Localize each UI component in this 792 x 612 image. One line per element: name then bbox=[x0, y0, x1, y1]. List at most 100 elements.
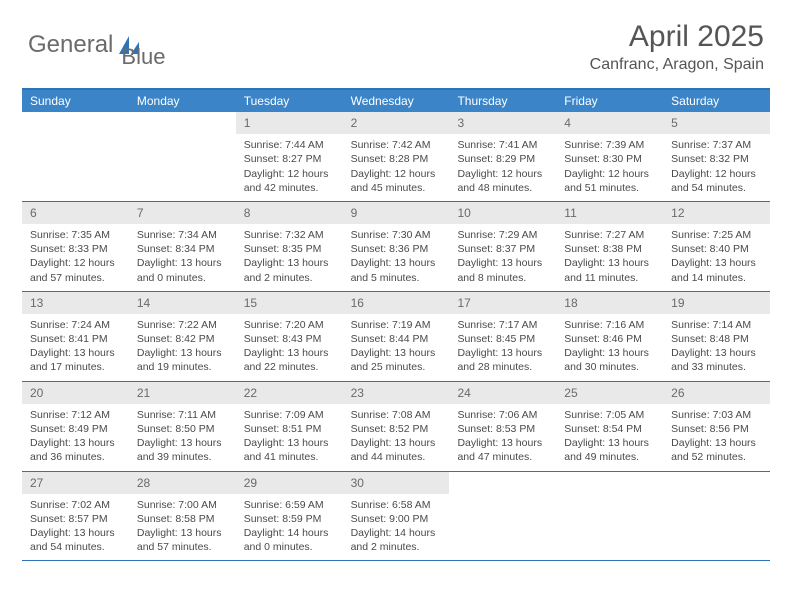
day-number: 13 bbox=[22, 292, 129, 314]
sunrise-text: Sunrise: 7:29 AM bbox=[457, 228, 548, 242]
day-cell: 22Sunrise: 7:09 AMSunset: 8:51 PMDayligh… bbox=[236, 382, 343, 471]
day-body: Sunrise: 7:24 AMSunset: 8:41 PMDaylight:… bbox=[22, 314, 129, 381]
day-body: Sunrise: 7:30 AMSunset: 8:36 PMDaylight:… bbox=[343, 224, 450, 291]
calendar: SundayMondayTuesdayWednesdayThursdayFrid… bbox=[22, 88, 770, 561]
day-number: 9 bbox=[343, 202, 450, 224]
day-cell: 14Sunrise: 7:22 AMSunset: 8:42 PMDayligh… bbox=[129, 292, 236, 381]
day-body: Sunrise: 7:44 AMSunset: 8:27 PMDaylight:… bbox=[236, 134, 343, 201]
daylight-text-2: and 2 minutes. bbox=[351, 540, 442, 554]
location: Canfranc, Aragon, Spain bbox=[590, 56, 764, 74]
daylight-text-1: Daylight: 13 hours bbox=[137, 436, 228, 450]
daylight-text-1: Daylight: 13 hours bbox=[351, 256, 442, 270]
daylight-text-1: Daylight: 13 hours bbox=[457, 256, 548, 270]
sunset-text: Sunset: 8:29 PM bbox=[457, 152, 548, 166]
daylight-text-1: Daylight: 13 hours bbox=[137, 256, 228, 270]
sunset-text: Sunset: 8:51 PM bbox=[244, 422, 335, 436]
day-body: Sunrise: 7:06 AMSunset: 8:53 PMDaylight:… bbox=[449, 404, 556, 471]
day-cell: 12Sunrise: 7:25 AMSunset: 8:40 PMDayligh… bbox=[663, 202, 770, 291]
day-body: Sunrise: 6:58 AMSunset: 9:00 PMDaylight:… bbox=[343, 494, 450, 561]
daylight-text-2: and 42 minutes. bbox=[244, 181, 335, 195]
sunset-text: Sunset: 8:53 PM bbox=[457, 422, 548, 436]
sunrise-text: Sunrise: 7:32 AM bbox=[244, 228, 335, 242]
sunset-text: Sunset: 8:54 PM bbox=[564, 422, 655, 436]
day-body: Sunrise: 7:29 AMSunset: 8:37 PMDaylight:… bbox=[449, 224, 556, 291]
day-cell: 26Sunrise: 7:03 AMSunset: 8:56 PMDayligh… bbox=[663, 382, 770, 471]
daylight-text-2: and 0 minutes. bbox=[137, 271, 228, 285]
daylight-text-2: and 5 minutes. bbox=[351, 271, 442, 285]
day-number: 10 bbox=[449, 202, 556, 224]
daylight-text-2: and 48 minutes. bbox=[457, 181, 548, 195]
sunrise-text: Sunrise: 7:02 AM bbox=[30, 498, 121, 512]
day-cell: . bbox=[663, 472, 770, 561]
sunset-text: Sunset: 8:30 PM bbox=[564, 152, 655, 166]
day-number: 30 bbox=[343, 472, 450, 494]
day-body: Sunrise: 7:20 AMSunset: 8:43 PMDaylight:… bbox=[236, 314, 343, 381]
daylight-text-2: and 14 minutes. bbox=[671, 271, 762, 285]
day-number: 16 bbox=[343, 292, 450, 314]
day-number: 29 bbox=[236, 472, 343, 494]
day-cell: 24Sunrise: 7:06 AMSunset: 8:53 PMDayligh… bbox=[449, 382, 556, 471]
daylight-text-2: and 0 minutes. bbox=[244, 540, 335, 554]
day-cell: 8Sunrise: 7:32 AMSunset: 8:35 PMDaylight… bbox=[236, 202, 343, 291]
day-number: 12 bbox=[663, 202, 770, 224]
day-body: Sunrise: 7:11 AMSunset: 8:50 PMDaylight:… bbox=[129, 404, 236, 471]
daylight-text-2: and 54 minutes. bbox=[30, 540, 121, 554]
day-number: 14 bbox=[129, 292, 236, 314]
daylight-text-1: Daylight: 13 hours bbox=[457, 436, 548, 450]
daylight-text-1: Daylight: 13 hours bbox=[351, 346, 442, 360]
sunset-text: Sunset: 8:40 PM bbox=[671, 242, 762, 256]
sunrise-text: Sunrise: 7:39 AM bbox=[564, 138, 655, 152]
day-body: Sunrise: 7:35 AMSunset: 8:33 PMDaylight:… bbox=[22, 224, 129, 291]
daylight-text-1: Daylight: 12 hours bbox=[564, 167, 655, 181]
daylight-text-2: and 19 minutes. bbox=[137, 360, 228, 374]
day-body: Sunrise: 7:42 AMSunset: 8:28 PMDaylight:… bbox=[343, 134, 450, 201]
day-cell: 16Sunrise: 7:19 AMSunset: 8:44 PMDayligh… bbox=[343, 292, 450, 381]
daylight-text-2: and 51 minutes. bbox=[564, 181, 655, 195]
sunset-text: Sunset: 8:48 PM bbox=[671, 332, 762, 346]
daylight-text-2: and 25 minutes. bbox=[351, 360, 442, 374]
daylight-text-2: and 39 minutes. bbox=[137, 450, 228, 464]
day-number: 2 bbox=[343, 112, 450, 134]
day-cell: 20Sunrise: 7:12 AMSunset: 8:49 PMDayligh… bbox=[22, 382, 129, 471]
sunrise-text: Sunrise: 7:24 AM bbox=[30, 318, 121, 332]
sunrise-text: Sunrise: 7:12 AM bbox=[30, 408, 121, 422]
daylight-text-2: and 47 minutes. bbox=[457, 450, 548, 464]
day-body: Sunrise: 7:25 AMSunset: 8:40 PMDaylight:… bbox=[663, 224, 770, 291]
sunrise-text: Sunrise: 7:37 AM bbox=[671, 138, 762, 152]
day-body: Sunrise: 7:27 AMSunset: 8:38 PMDaylight:… bbox=[556, 224, 663, 291]
weekday-monday: Monday bbox=[129, 90, 236, 112]
daylight-text-1: Daylight: 13 hours bbox=[244, 436, 335, 450]
daylight-text-2: and 41 minutes. bbox=[244, 450, 335, 464]
sunset-text: Sunset: 8:37 PM bbox=[457, 242, 548, 256]
day-body: Sunrise: 6:59 AMSunset: 8:59 PMDaylight:… bbox=[236, 494, 343, 561]
day-number: 25 bbox=[556, 382, 663, 404]
day-cell: 27Sunrise: 7:02 AMSunset: 8:57 PMDayligh… bbox=[22, 472, 129, 561]
day-cell: 1Sunrise: 7:44 AMSunset: 8:27 PMDaylight… bbox=[236, 112, 343, 201]
logo-text-general: General bbox=[28, 31, 113, 59]
daylight-text-1: Daylight: 13 hours bbox=[244, 256, 335, 270]
sunrise-text: Sunrise: 7:25 AM bbox=[671, 228, 762, 242]
sunset-text: Sunset: 8:33 PM bbox=[30, 242, 121, 256]
day-cell: 19Sunrise: 7:14 AMSunset: 8:48 PMDayligh… bbox=[663, 292, 770, 381]
day-body: Sunrise: 7:17 AMSunset: 8:45 PMDaylight:… bbox=[449, 314, 556, 381]
sunrise-text: Sunrise: 7:17 AM bbox=[457, 318, 548, 332]
day-body: Sunrise: 7:09 AMSunset: 8:51 PMDaylight:… bbox=[236, 404, 343, 471]
weekday-sunday: Sunday bbox=[22, 90, 129, 112]
day-cell: . bbox=[22, 112, 129, 201]
day-number: 11 bbox=[556, 202, 663, 224]
week-row: 20Sunrise: 7:12 AMSunset: 8:49 PMDayligh… bbox=[22, 382, 770, 472]
sunset-text: Sunset: 8:34 PM bbox=[137, 242, 228, 256]
day-body: Sunrise: 7:32 AMSunset: 8:35 PMDaylight:… bbox=[236, 224, 343, 291]
daylight-text-1: Daylight: 13 hours bbox=[30, 526, 121, 540]
weeks: .. 1Sunrise: 7:44 AMSunset: 8:27 PMDaylig… bbox=[22, 112, 770, 561]
day-number: 23 bbox=[343, 382, 450, 404]
sunrise-text: Sunrise: 7:19 AM bbox=[351, 318, 442, 332]
weekday-row: SundayMondayTuesdayWednesdayThursdayFrid… bbox=[22, 90, 770, 112]
day-cell: . bbox=[449, 472, 556, 561]
day-cell: 23Sunrise: 7:08 AMSunset: 8:52 PMDayligh… bbox=[343, 382, 450, 471]
day-number: 22 bbox=[236, 382, 343, 404]
sunset-text: Sunset: 8:57 PM bbox=[30, 512, 121, 526]
daylight-text-1: Daylight: 13 hours bbox=[671, 346, 762, 360]
sunset-text: Sunset: 8:41 PM bbox=[30, 332, 121, 346]
daylight-text-2: and 54 minutes. bbox=[671, 181, 762, 195]
